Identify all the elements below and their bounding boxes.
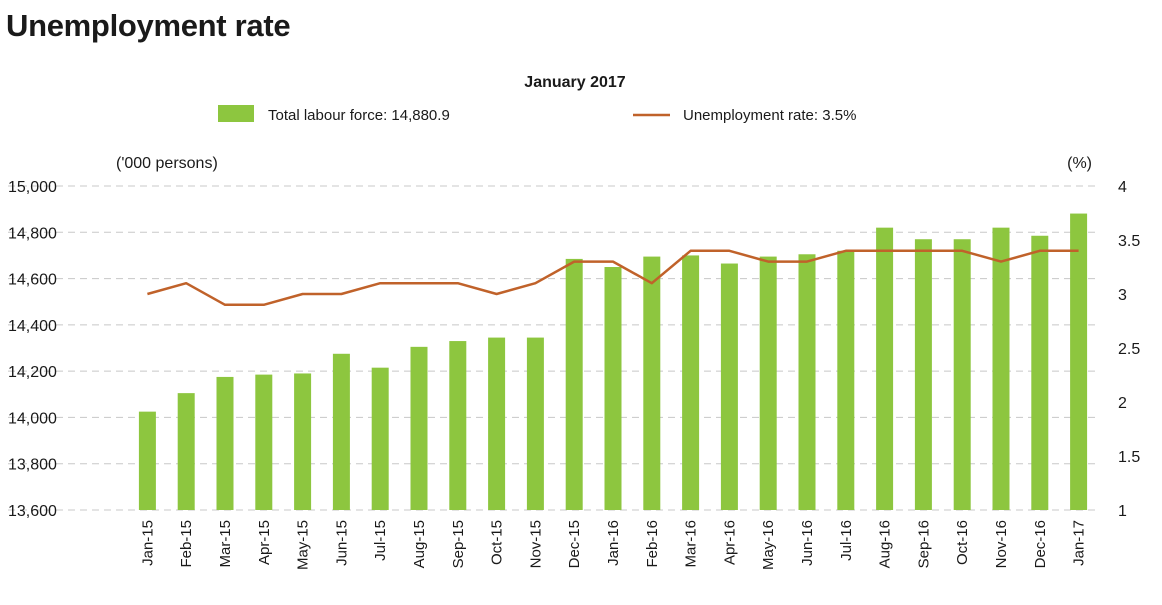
bar <box>449 341 467 510</box>
chart-title: January 2017 <box>524 74 626 91</box>
left-tick-label: 13,600 <box>8 503 57 520</box>
x-tick-label: Dec-16 <box>1032 520 1049 568</box>
x-tick-label: Oct-15 <box>489 520 506 565</box>
bar <box>410 346 428 510</box>
x-tick-label: Apr-15 <box>256 520 273 565</box>
x-tick-label: Jan-17 <box>1071 520 1088 566</box>
bar <box>798 254 816 510</box>
right-tick-label: 1.5 <box>1118 449 1140 466</box>
x-tick-label: Jan-16 <box>605 520 622 566</box>
unemployment-line <box>147 249 1079 307</box>
x-tick-label: Sep-16 <box>915 520 932 568</box>
x-tick-label: Jun-16 <box>799 520 816 566</box>
gridlines <box>8 185 1095 511</box>
bar <box>914 239 932 510</box>
right-tick-label: 2 <box>1118 395 1127 412</box>
right-tick-label: 3 <box>1118 287 1127 304</box>
x-tick-label: Sep-15 <box>450 520 467 568</box>
x-tick-label: Jun-15 <box>333 520 350 566</box>
bar <box>837 250 855 511</box>
bar <box>1070 213 1088 510</box>
bar <box>604 267 622 510</box>
bar <box>876 227 894 510</box>
x-tick-label: Jul-16 <box>838 520 855 561</box>
bar <box>643 256 661 510</box>
x-tick-label: Feb-15 <box>178 520 195 568</box>
bar <box>1031 235 1049 510</box>
left-axis-ticks: 13,600 13,800 14,000 14,200 14,400 14,600 14,8… <box>8 179 57 520</box>
left-tick-label: 13,800 <box>8 457 57 474</box>
x-tick-label: Jan-15 <box>139 520 156 566</box>
x-axis-labels: Jan-15 Feb-15 Mar-15 Apr-15 May-15 Jun-15 Jul-… <box>139 520 1087 570</box>
x-tick-label: Nov-16 <box>993 520 1010 568</box>
right-tick-label: 2.5 <box>1118 341 1140 358</box>
left-tick-label: 15,000 <box>8 179 57 196</box>
x-tick-label: Feb-16 <box>644 520 661 568</box>
bar-series <box>138 213 1088 511</box>
left-tick-label: 14,600 <box>8 272 57 289</box>
bar <box>255 374 273 510</box>
left-tick-label: 14,200 <box>8 364 57 381</box>
bar <box>992 227 1010 510</box>
x-tick-label: Jul-15 <box>372 520 389 561</box>
bar <box>526 337 544 510</box>
left-tick-label: 14,400 <box>8 318 57 335</box>
line-series <box>147 249 1079 307</box>
x-tick-label: Oct-16 <box>954 520 971 565</box>
x-tick-label: May-16 <box>760 520 777 570</box>
bar <box>953 239 971 510</box>
x-tick-label: Nov-15 <box>527 520 544 568</box>
bar <box>216 376 234 510</box>
right-tick-label: 4 <box>1118 179 1127 196</box>
x-tick-label: Mar-15 <box>217 520 234 568</box>
bar <box>332 353 350 510</box>
right-axis-ticks: 1 1.5 2 2.5 3 3.5 4 <box>1118 179 1140 520</box>
page-title: Unemployment rate <box>6 8 291 43</box>
x-tick-label: May-15 <box>295 520 312 570</box>
bar <box>371 367 389 510</box>
left-axis-unit-label: ('000 persons) <box>116 155 218 172</box>
left-tick-label: 14,000 <box>8 410 57 427</box>
x-tick-label: Dec-15 <box>566 520 583 568</box>
x-tick-label: Aug-16 <box>877 520 894 568</box>
left-tick-label: 14,800 <box>8 225 57 242</box>
legend-bar-label: Total labour force: 14,880.9 <box>268 107 450 124</box>
bar <box>294 373 312 510</box>
right-tick-label: 3.5 <box>1118 233 1140 250</box>
legend-bar-swatch <box>218 105 254 122</box>
x-tick-label: Aug-15 <box>411 520 428 568</box>
legend-line-label: Unemployment rate: 3.5% <box>683 107 856 124</box>
bar <box>682 255 700 510</box>
bar <box>759 256 777 510</box>
x-tick-label: Apr-16 <box>721 520 738 565</box>
bar <box>488 337 506 510</box>
x-tick-label: Mar-16 <box>683 520 700 568</box>
legend: Total labour force: 14,880.9 Unemploymen… <box>218 105 856 124</box>
right-axis-unit-label: (%) <box>1067 155 1092 172</box>
bar <box>138 411 156 510</box>
bar <box>177 393 195 510</box>
right-tick-label: 1 <box>1118 503 1127 520</box>
bar <box>565 258 583 510</box>
bar <box>720 263 738 510</box>
